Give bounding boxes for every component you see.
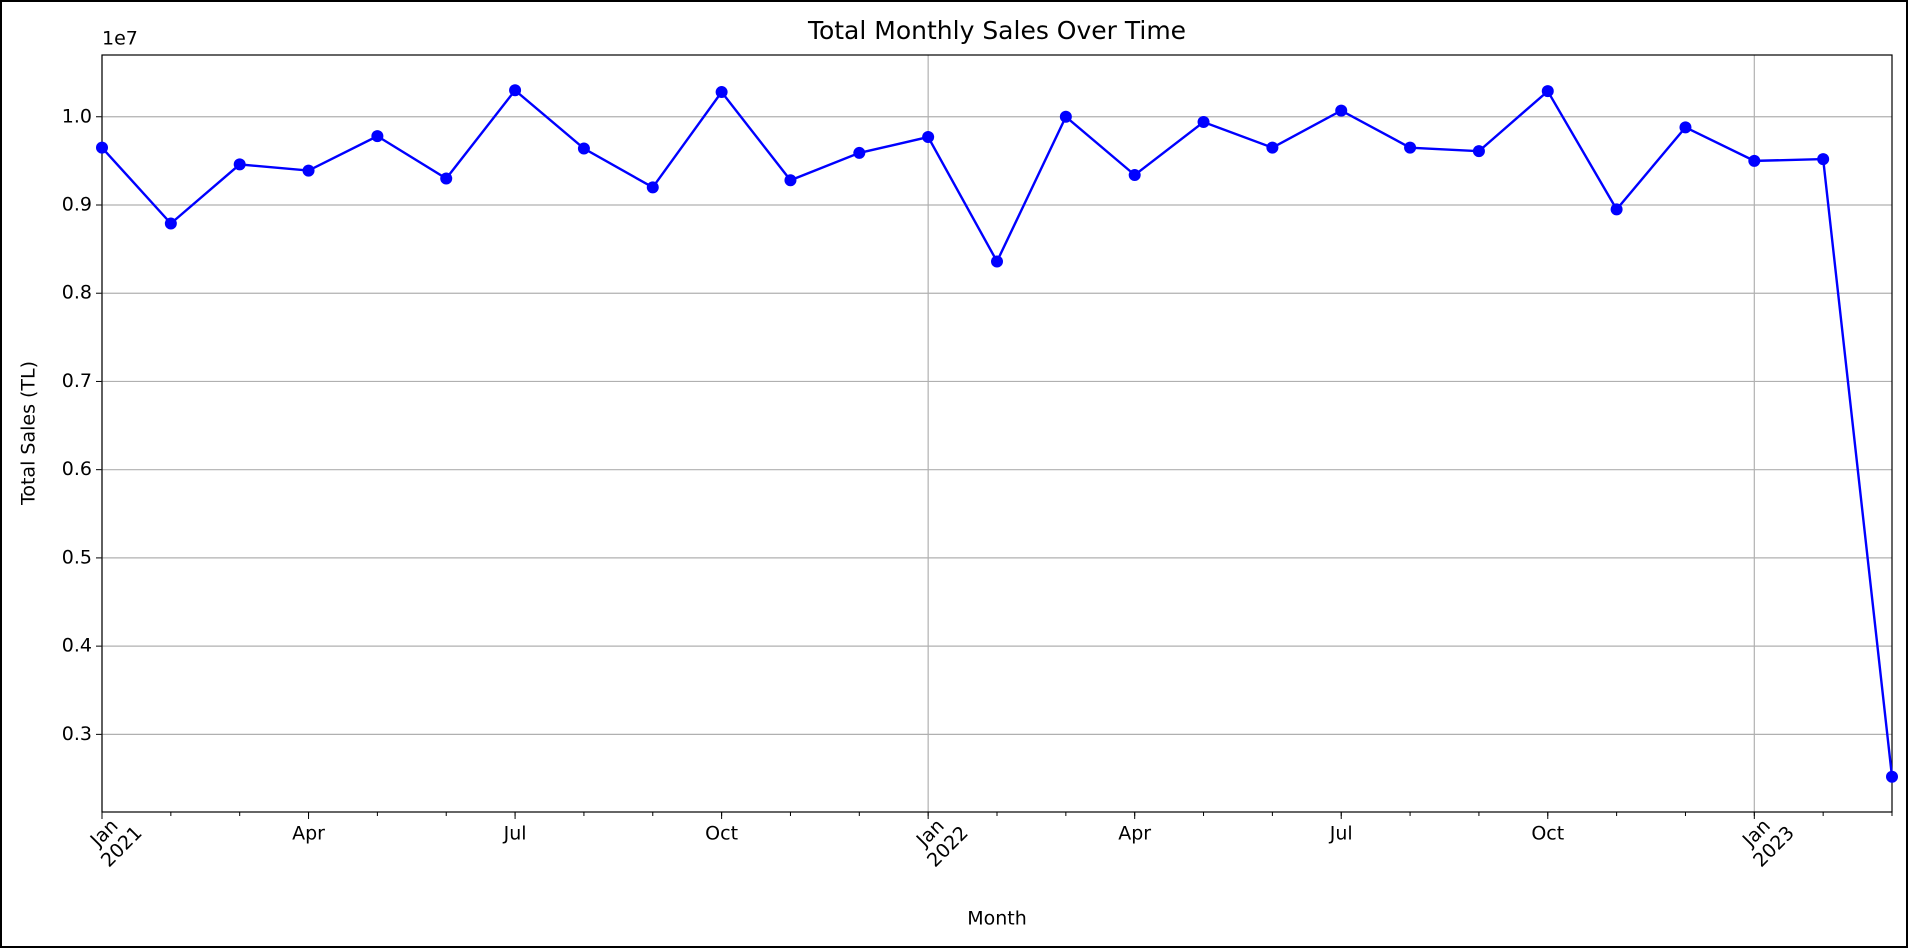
data-point: [646, 181, 659, 194]
data-point: [1472, 145, 1485, 158]
data-point: [1541, 85, 1554, 98]
data-point: [1679, 121, 1692, 134]
y-tick-label: 0.5: [62, 546, 92, 568]
x-tick-label: Jul: [503, 823, 527, 845]
data-point: [440, 172, 453, 185]
data-point: [1817, 153, 1830, 166]
y-tick-label: 0.6: [62, 458, 92, 480]
data-point: [784, 174, 797, 187]
y-tick-label: 0.4: [62, 635, 92, 657]
data-point: [1128, 168, 1141, 181]
x-tick-label: Oct: [705, 823, 738, 845]
data-point: [853, 146, 866, 159]
data-point: [715, 86, 728, 99]
y-tick-label: 0.9: [62, 193, 92, 215]
data-point: [991, 255, 1003, 268]
y-tick-label: 0.8: [62, 282, 92, 304]
y-axis-label: Total Sales (TL): [18, 361, 40, 506]
data-point: [371, 130, 384, 143]
y-tick-label: 0.3: [62, 723, 92, 745]
data-point: [1059, 110, 1072, 123]
data-point: [164, 217, 177, 230]
y-tick-label: 0.7: [62, 370, 92, 392]
data-point: [1335, 104, 1348, 117]
data-point: [1404, 141, 1417, 154]
data-point: [233, 158, 246, 171]
data-point: [302, 164, 315, 177]
data-point: [1610, 203, 1623, 216]
offset-label: 1e7: [102, 28, 138, 50]
data-point: [509, 84, 522, 97]
data-point: [577, 142, 590, 155]
chart-title: Total Monthly Sales Over Time: [807, 16, 1186, 45]
y-tick-label: 1.0: [62, 105, 92, 127]
x-tick-label: Apr: [1118, 823, 1151, 845]
x-tick-label: Jul: [1329, 823, 1353, 845]
data-point: [1748, 154, 1761, 167]
plot-frame: [101, 54, 1893, 813]
data-point: [1886, 770, 1898, 783]
x-tick-label: Apr: [292, 823, 325, 845]
x-tick-label: Oct: [1531, 823, 1564, 845]
data-point: [1197, 116, 1210, 129]
x-axis-label: Month: [967, 908, 1027, 930]
data-point: [96, 141, 108, 154]
data-point: [1266, 141, 1279, 154]
data-point: [922, 131, 935, 144]
